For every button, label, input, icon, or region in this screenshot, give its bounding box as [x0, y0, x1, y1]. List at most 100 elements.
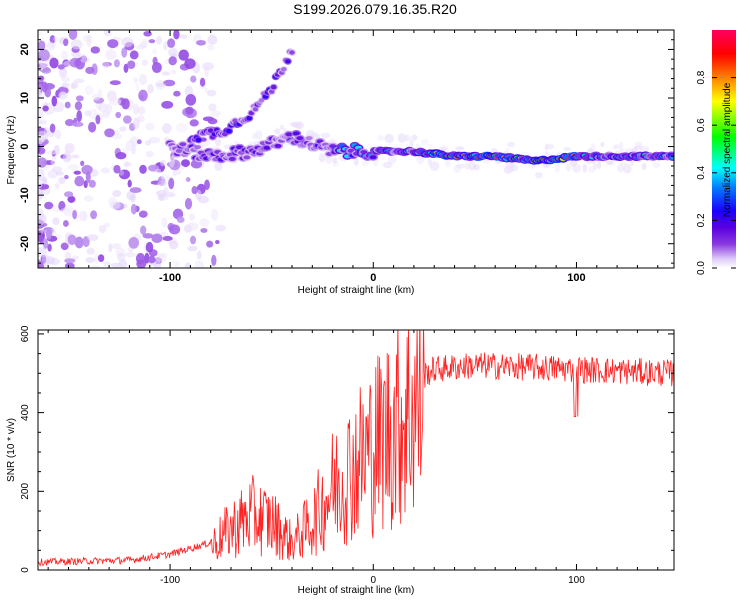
spectrogram-blob	[421, 138, 429, 146]
spectrogram-blob	[138, 210, 148, 218]
spectrogram-blob	[58, 176, 66, 185]
spectrogram-blob	[185, 106, 194, 115]
spectrogram-blob	[305, 136, 313, 141]
spectrogram-blob	[127, 179, 132, 188]
spectrogram-blob	[107, 39, 119, 49]
spectrogram-blob	[202, 62, 215, 71]
snr-xlabel: Height of straight line (km)	[298, 585, 415, 596]
spectrogram-blob	[228, 156, 236, 161]
spectrogram-blob	[38, 143, 41, 154]
spectrogram-blob	[86, 247, 96, 255]
spectrogram-blob	[510, 164, 519, 172]
spectrogram-blob	[132, 117, 140, 130]
spectrogram-blob	[97, 88, 103, 99]
spectrogram-blob	[572, 163, 582, 173]
spectrogram-blob	[210, 208, 219, 221]
spectrogram-blob	[51, 95, 58, 107]
spectrogram-blob	[38, 157, 47, 168]
spectrogram-blob	[109, 201, 121, 210]
spectrogram-blob	[102, 61, 111, 69]
spectrogram-blob	[67, 195, 76, 203]
spectrogram-blob	[68, 30, 78, 40]
spectrogram-blob	[119, 126, 127, 132]
spectrogram-blob	[125, 140, 136, 151]
spectrogram-ytick-label: -20	[19, 236, 31, 252]
spectrogram-blob	[194, 259, 205, 268]
spectrogram-blob	[73, 78, 85, 84]
spectrogram-blob	[186, 222, 199, 231]
spectrogram-blob	[133, 76, 139, 84]
spectrogram-blob	[42, 105, 49, 112]
spectrogram-blob	[132, 103, 140, 116]
spectrogram-blob	[196, 250, 202, 260]
spectrogram-blob	[151, 233, 163, 244]
spectrogram-blob	[138, 89, 148, 102]
spectrogram-blob	[382, 161, 393, 169]
spectrogram-blob	[67, 234, 77, 246]
spectrogram-panel: -100 0 100 -20 -10 0 10 20 Height of str…	[6, 29, 675, 296]
spectrogram-blob	[619, 162, 628, 167]
spectrogram-blob	[53, 144, 60, 156]
spectrogram-blob	[184, 58, 196, 69]
spectrogram-blob	[71, 255, 79, 261]
snr-ytick-label: 0	[20, 567, 31, 573]
spectrogram-blob	[94, 253, 100, 264]
spectrogram-blob	[54, 182, 60, 190]
spectrogram-blob	[353, 158, 359, 166]
snr-panel: -100 0 100 0 200 400 600 Height of strai…	[6, 325, 675, 596]
spectrogram-blob	[160, 173, 171, 181]
spectrogram-blob	[618, 141, 624, 152]
spectrogram-blob	[61, 82, 70, 88]
spectrogram-blob	[95, 114, 101, 125]
spectrogram-blob	[318, 153, 326, 163]
colorbar-label: Normalized spectral amplitude	[722, 82, 733, 217]
spectrogram-blob	[211, 254, 217, 266]
spectrogram-blob	[74, 101, 83, 111]
spectrogram-blob	[189, 119, 199, 127]
spectrogram-blob	[72, 121, 84, 127]
spectrogram-blob	[38, 130, 47, 142]
spectrogram-blob	[87, 234, 99, 241]
spectrogram-blob	[45, 228, 53, 240]
spectrogram-blob	[208, 103, 217, 112]
spectrogram-blob	[189, 235, 197, 245]
spectrogram-blob	[455, 146, 464, 151]
spectrogram-blob	[88, 179, 96, 188]
spectrogram-blob	[268, 89, 275, 94]
spectrogram-blob	[59, 208, 72, 214]
spectrogram-blob	[116, 253, 126, 262]
spectrogram-blob	[293, 122, 302, 129]
spectrogram-blob	[215, 239, 220, 245]
spectrogram-blob	[123, 203, 128, 209]
spectrogram-blob	[100, 167, 110, 174]
spectrogram-blob	[144, 252, 150, 264]
spectrogram-blob	[206, 89, 217, 97]
spectrogram-xtick-label: 0	[370, 272, 376, 284]
spectrogram-blob	[587, 166, 595, 173]
spectrogram-blob	[199, 218, 210, 228]
spectrogram-blob	[196, 39, 206, 46]
spectrogram-blob	[173, 260, 180, 268]
spectrogram-blob	[179, 142, 187, 147]
snr-ticks	[38, 330, 674, 571]
spectrogram-blob	[179, 34, 188, 39]
spectrogram-blob	[121, 98, 130, 110]
spectrogram-blob	[162, 123, 172, 134]
spectrogram-blob	[44, 201, 54, 210]
spectrogram-blob	[168, 155, 175, 168]
spectrogram-blob	[377, 134, 385, 142]
spectrogram-blob	[332, 157, 338, 164]
spectrogram-blob	[90, 46, 101, 54]
spectrogram-blob	[148, 136, 161, 144]
spectrogram-blob	[214, 138, 222, 147]
spectrogram-blob	[161, 217, 168, 228]
spectrogram-blob	[204, 179, 210, 191]
spectrogram-blob	[123, 63, 129, 73]
spectrogram-blob	[148, 255, 156, 264]
spectrogram-blob	[91, 169, 99, 177]
colorbar-tick-label: 0.4	[696, 165, 707, 179]
spectrogram-blob	[429, 161, 440, 172]
spectrogram-blob	[159, 159, 166, 167]
spectrogram-blob	[184, 197, 193, 210]
spectrogram-blob	[81, 164, 93, 175]
